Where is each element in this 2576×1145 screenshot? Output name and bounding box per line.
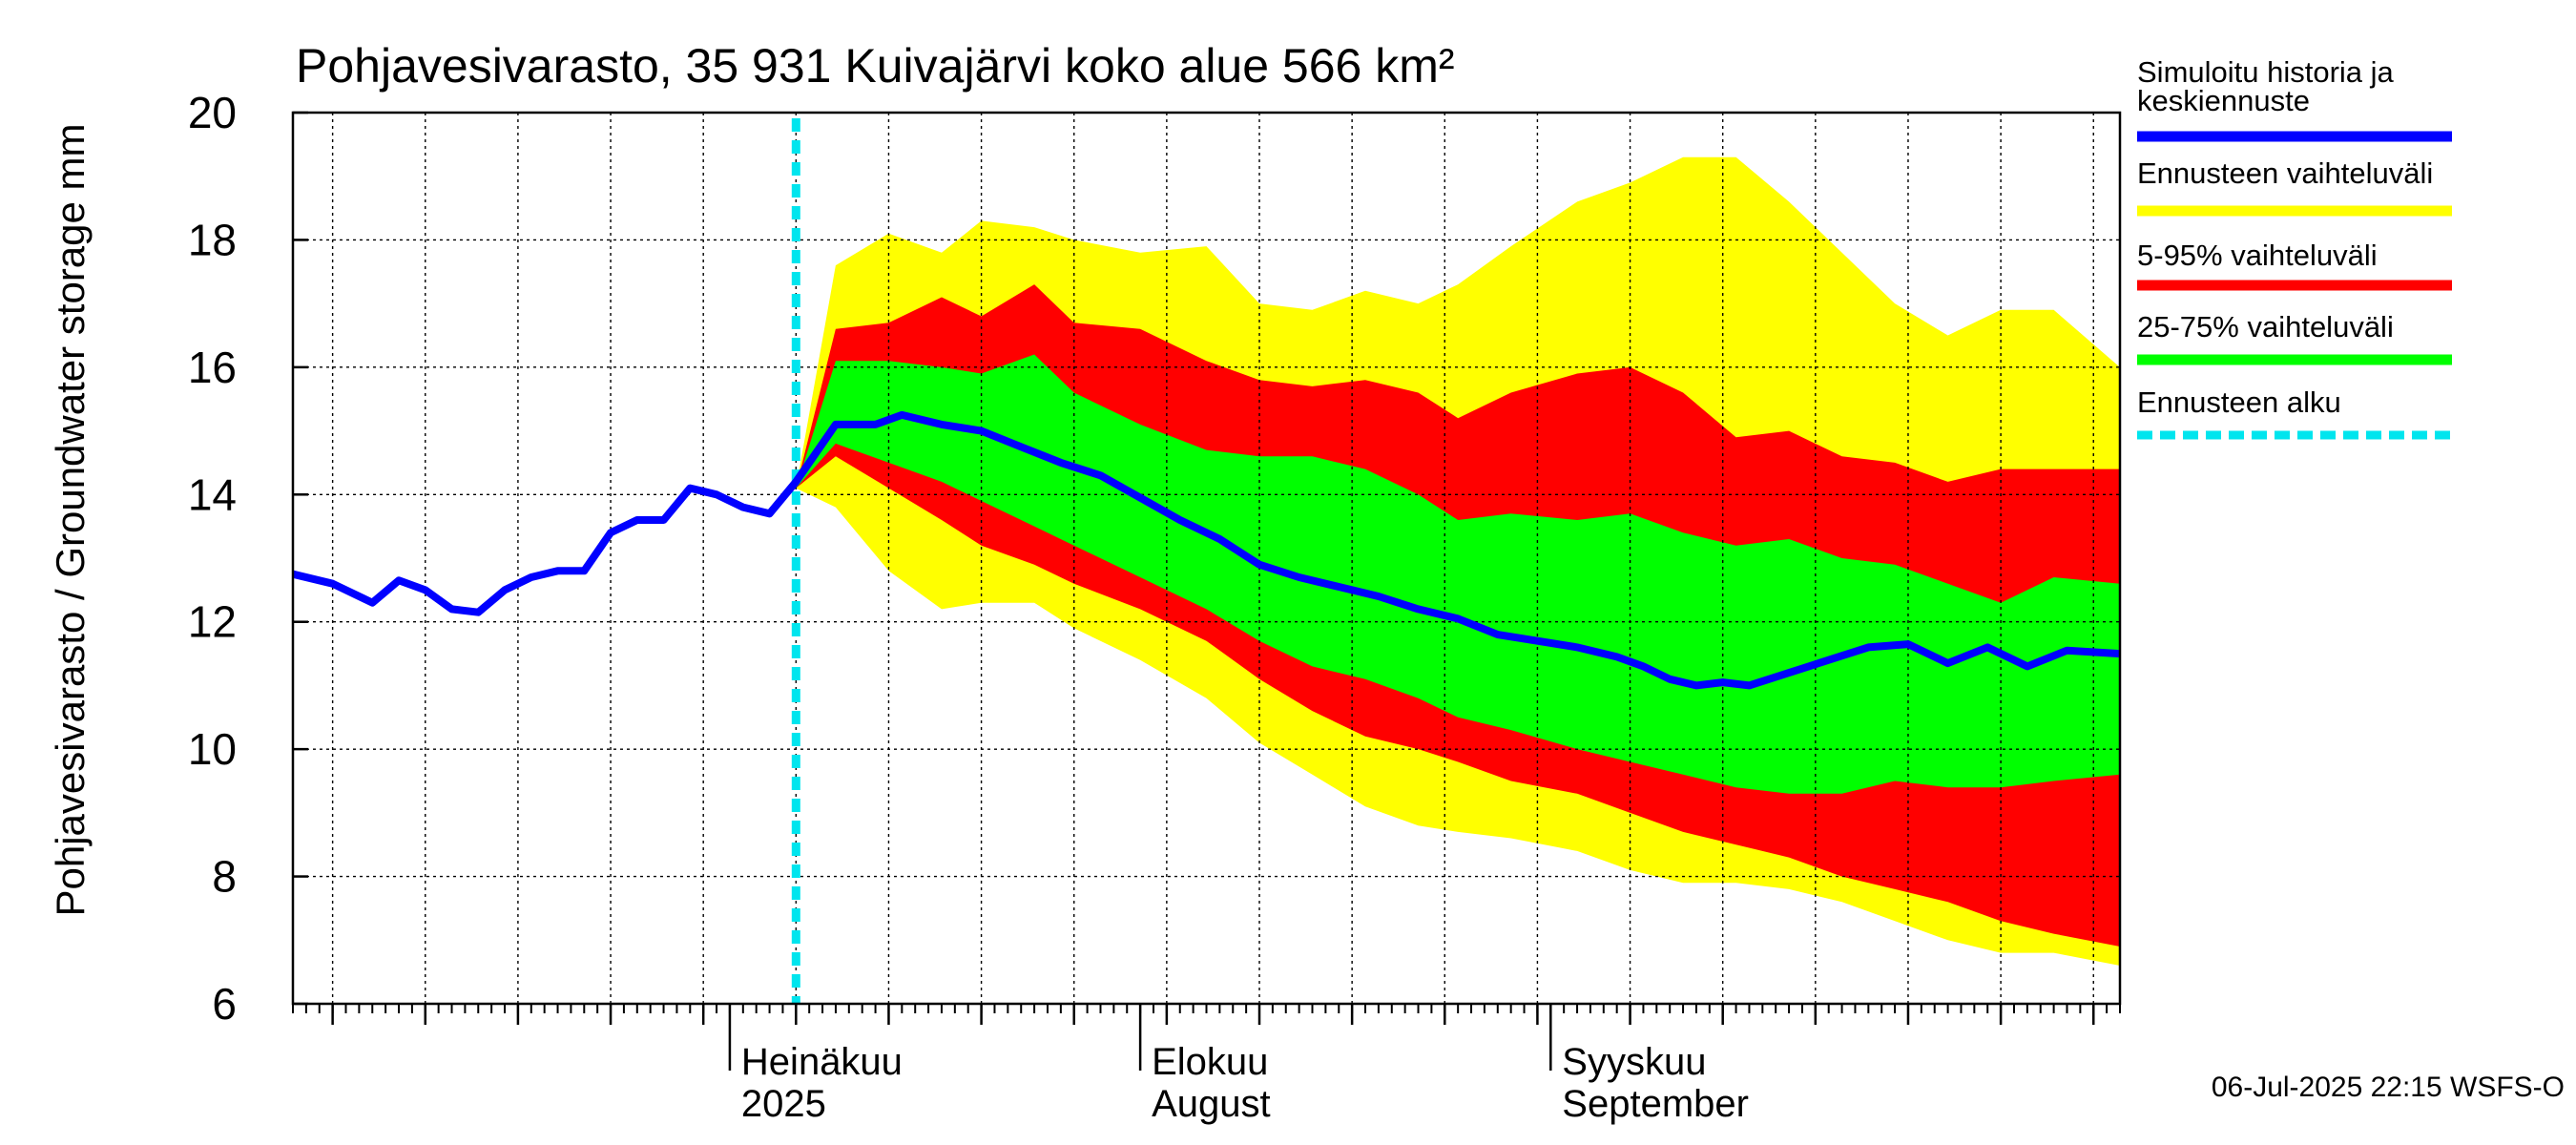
mean-line-layer	[292, 410, 2121, 690]
forecast-bands	[796, 156, 2120, 966]
legend-label-ennusteen-alku: Ennusteen alku	[2137, 385, 2341, 419]
month-label-elokuu: Elokuu	[1152, 1041, 1268, 1083]
legend-label-5-95-vaihteluv-li: 5-95% vaihteluväli	[2137, 239, 2378, 272]
footer-timestamp: 06-Jul-2025 22:15 WSFS-O	[2212, 1072, 2565, 1103]
month-label-hein-kuu: Heinäkuu	[741, 1041, 903, 1083]
ytick-label-18: 18	[188, 215, 237, 264]
ytick-label-20: 20	[188, 88, 237, 137]
legend-label-25-75-vaihteluv-li: 25-75% vaihteluväli	[2137, 310, 2394, 344]
month-sublabel-august: August	[1152, 1083, 1271, 1125]
legend-label-mean-line: Simuloitu historia ja	[2137, 55, 2395, 89]
ytick-label-6: 6	[212, 979, 237, 1029]
band-25-75-vaihteluv-li	[796, 354, 2120, 794]
x-ticks	[292, 1004, 2121, 1071]
month-sublabel-2025: 2025	[741, 1083, 826, 1125]
chart-title: Pohjavesivarasto, 35 931 Kuivajärvi koko…	[296, 39, 1455, 93]
ytick-label-10: 10	[188, 724, 237, 774]
legend-label-ennusteen-vaihteluv-li: Ennusteen vaihteluväli	[2137, 156, 2433, 190]
ytick-label-14: 14	[188, 469, 237, 519]
month-sublabel-september: September	[1562, 1083, 1749, 1125]
legend-label-mean-line-cont: keskiennuste	[2137, 84, 2310, 117]
ytick-label-12: 12	[188, 597, 237, 647]
series-line-simuloitu-historia-ja-keskiennuste	[292, 410, 2121, 690]
month-label-syyskuu: Syyskuu	[1562, 1041, 1706, 1083]
y-axis-label: Pohjavesivarasto / Groundwater storage m…	[48, 123, 93, 916]
y-tick-labels: 6 8 10 12 14 16 18 20	[188, 88, 237, 1029]
grid	[293, 113, 2120, 1004]
ytick-label-8: 8	[212, 852, 237, 902]
ytick-label-16: 16	[188, 343, 237, 392]
